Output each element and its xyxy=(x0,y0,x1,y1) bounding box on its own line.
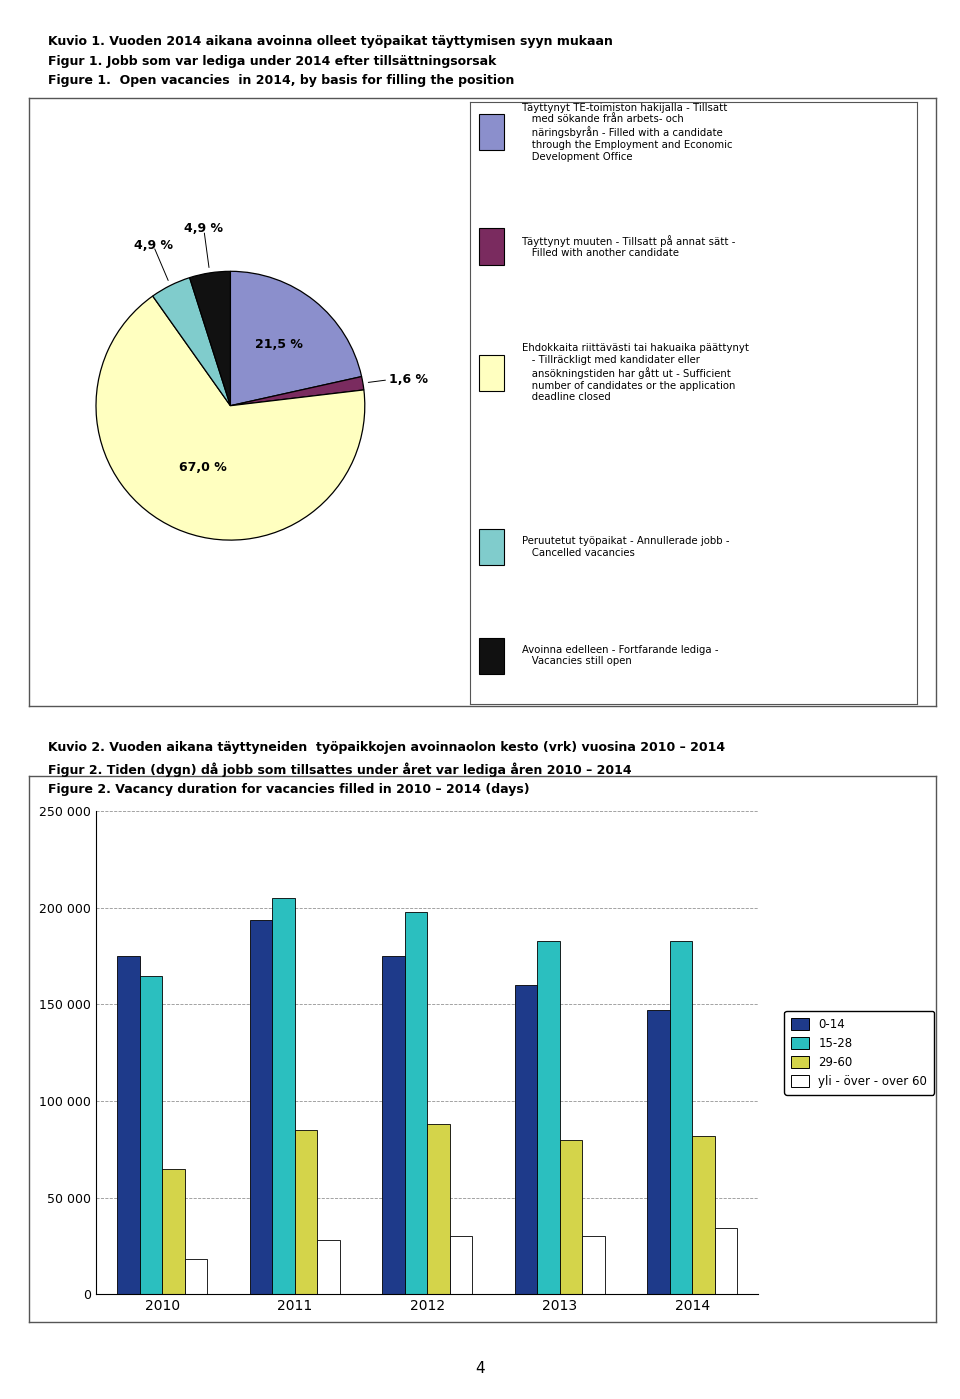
Text: 4,9 %: 4,9 % xyxy=(134,238,173,252)
Wedge shape xyxy=(96,297,365,540)
Wedge shape xyxy=(190,271,230,406)
Bar xyxy=(647,1010,670,1294)
Text: Ehdokkaita riittävästi tai hakuaika päättynyt
   - Tillräckligt med kandidater e: Ehdokkaita riittävästi tai hakuaika päät… xyxy=(521,344,749,402)
Bar xyxy=(382,957,405,1294)
Bar xyxy=(670,940,692,1294)
Text: 4: 4 xyxy=(475,1361,485,1375)
Bar xyxy=(515,985,538,1294)
Text: 4,9 %: 4,9 % xyxy=(184,222,224,235)
Bar xyxy=(479,529,504,565)
Text: Täyttynyt TE-toimiston hakijalla - Tillsatt
   med sökande från arbets- och
   n: Täyttynyt TE-toimiston hakijalla - Tills… xyxy=(521,104,732,161)
Bar xyxy=(140,975,162,1294)
Text: 21,5 %: 21,5 % xyxy=(255,339,303,351)
Text: 67,0 %: 67,0 % xyxy=(180,460,227,474)
Bar xyxy=(582,1237,605,1294)
Bar xyxy=(427,1125,449,1294)
Wedge shape xyxy=(230,376,364,406)
Bar xyxy=(273,898,295,1294)
Wedge shape xyxy=(153,277,230,406)
Text: Figure 1.  Open vacancies  in 2014, by basis for filling the position: Figure 1. Open vacancies in 2014, by bas… xyxy=(48,74,515,87)
Bar xyxy=(714,1228,737,1294)
Bar xyxy=(295,1130,317,1294)
Bar xyxy=(479,115,504,150)
Bar xyxy=(479,355,504,390)
Text: Kuvio 2. Vuoden aikana täyttyneiden  työpaikkojen avoinnaolon kesto (vrk) vuosin: Kuvio 2. Vuoden aikana täyttyneiden työp… xyxy=(48,741,725,754)
Bar xyxy=(449,1237,472,1294)
Legend: 0-14, 15-28, 29-60, yli - över - over 60: 0-14, 15-28, 29-60, yli - över - over 60 xyxy=(784,1010,934,1095)
Bar xyxy=(692,1136,714,1294)
Bar xyxy=(184,1259,207,1294)
Text: Figur 2. Tiden (dygn) då jobb som tillsattes under året var lediga åren 2010 – 2: Figur 2. Tiden (dygn) då jobb som tillsa… xyxy=(48,762,632,776)
Text: 1,6 %: 1,6 % xyxy=(390,374,428,386)
Bar xyxy=(479,228,504,264)
Text: Figur 1. Jobb som var lediga under 2014 efter tillsättningsorsak: Figur 1. Jobb som var lediga under 2014 … xyxy=(48,55,496,67)
Bar xyxy=(162,1168,184,1294)
Bar xyxy=(250,919,273,1294)
Bar xyxy=(479,638,504,674)
Text: Täyttynyt muuten - Tillsatt på annat sätt -
   Filled with another candidate: Täyttynyt muuten - Tillsatt på annat sät… xyxy=(521,235,735,259)
Bar xyxy=(317,1240,340,1294)
Bar xyxy=(560,1140,582,1294)
Bar xyxy=(117,957,140,1294)
Wedge shape xyxy=(230,271,362,406)
Text: Avoinna edelleen - Fortfarande lediga -
   Vacancies still open: Avoinna edelleen - Fortfarande lediga - … xyxy=(521,645,718,666)
Bar xyxy=(405,912,427,1294)
Text: Figure 2. Vacancy duration for vacancies filled in 2010 – 2014 (days): Figure 2. Vacancy duration for vacancies… xyxy=(48,783,530,796)
Text: Peruutetut työpaikat - Annullerade jobb -
   Cancelled vacancies: Peruutetut työpaikat - Annullerade jobb … xyxy=(521,536,730,558)
Text: Kuvio 1. Vuoden 2014 aikana avoinna olleet työpaikat täyttymisen syyn mukaan: Kuvio 1. Vuoden 2014 aikana avoinna olle… xyxy=(48,35,612,48)
Bar xyxy=(538,940,560,1294)
